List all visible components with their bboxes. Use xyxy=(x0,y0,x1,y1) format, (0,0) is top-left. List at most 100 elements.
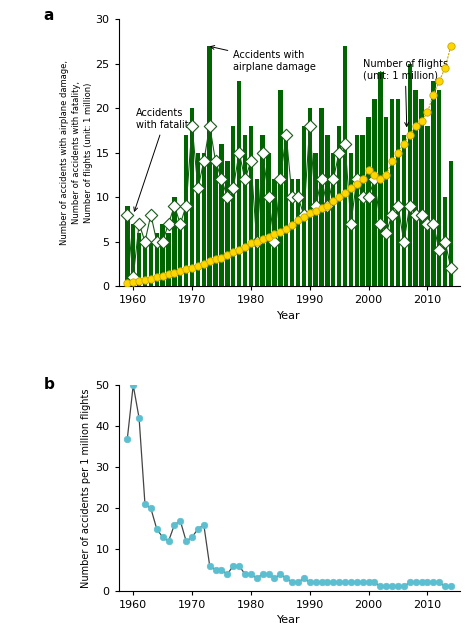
Point xyxy=(365,192,373,202)
Bar xyxy=(260,135,265,286)
Point xyxy=(194,524,202,534)
Point xyxy=(159,532,166,542)
Point xyxy=(141,275,149,285)
Point xyxy=(259,147,266,157)
Point xyxy=(171,201,178,211)
Point xyxy=(318,203,325,213)
Point xyxy=(383,582,390,592)
Point xyxy=(283,573,290,584)
Point xyxy=(388,156,396,166)
Point xyxy=(306,577,313,587)
Point xyxy=(229,247,237,257)
Point xyxy=(135,413,143,423)
Point xyxy=(365,165,373,175)
Point xyxy=(447,263,455,273)
Bar xyxy=(149,241,153,286)
Point xyxy=(212,565,219,575)
Point xyxy=(200,156,208,166)
Bar xyxy=(178,224,182,286)
Point xyxy=(347,218,355,229)
Text: b: b xyxy=(44,377,55,392)
Point xyxy=(165,269,173,279)
Point xyxy=(224,569,231,579)
Point xyxy=(259,569,266,579)
Point xyxy=(194,183,202,193)
Point xyxy=(188,532,196,542)
Point xyxy=(365,577,373,587)
Point xyxy=(176,516,184,526)
Point xyxy=(224,250,231,260)
Point xyxy=(300,573,308,584)
Bar xyxy=(401,135,406,286)
Point xyxy=(141,236,149,246)
Point xyxy=(429,577,437,587)
Bar xyxy=(237,81,241,286)
Bar xyxy=(155,232,159,286)
Bar xyxy=(125,206,129,286)
Point xyxy=(312,201,319,211)
Bar xyxy=(313,152,318,286)
Bar xyxy=(190,108,194,286)
Point xyxy=(153,524,161,534)
Point xyxy=(394,201,402,211)
Point xyxy=(235,244,243,255)
Point xyxy=(294,215,302,225)
Bar xyxy=(331,152,336,286)
Point xyxy=(135,276,143,286)
Point xyxy=(329,577,337,587)
Point xyxy=(276,227,284,237)
Point xyxy=(336,577,343,587)
Point xyxy=(271,236,278,246)
Bar xyxy=(366,117,371,286)
Point xyxy=(153,236,161,246)
Point xyxy=(353,174,361,184)
Point xyxy=(324,201,331,211)
Point xyxy=(176,266,184,276)
Bar xyxy=(349,152,353,286)
Point xyxy=(424,218,431,229)
Point xyxy=(312,206,319,217)
Bar xyxy=(249,126,253,286)
Point xyxy=(436,245,443,255)
Point xyxy=(229,561,237,571)
Bar xyxy=(384,117,388,286)
Point xyxy=(359,192,366,202)
Point xyxy=(394,147,402,157)
Point xyxy=(306,208,313,218)
Bar xyxy=(166,232,171,286)
Bar xyxy=(137,232,141,286)
Bar xyxy=(343,46,347,286)
Bar xyxy=(213,161,218,286)
Point xyxy=(176,218,184,229)
Point xyxy=(383,227,390,237)
Text: Accidents
with fatality: Accidents with fatality xyxy=(134,108,194,211)
Point xyxy=(388,210,396,220)
Point xyxy=(265,192,273,202)
Point xyxy=(182,201,190,211)
Point xyxy=(306,121,313,131)
Point xyxy=(288,192,296,202)
Point xyxy=(265,232,273,242)
Point xyxy=(235,561,243,571)
Point xyxy=(412,121,419,131)
Point xyxy=(124,278,131,288)
X-axis label: Year: Year xyxy=(277,615,301,625)
Point xyxy=(341,138,349,149)
Point xyxy=(147,504,155,514)
Point xyxy=(347,183,355,193)
Point xyxy=(147,274,155,284)
Point xyxy=(412,577,419,587)
Point xyxy=(129,380,137,391)
Point xyxy=(294,577,302,587)
Point xyxy=(165,536,173,546)
Point xyxy=(418,577,425,587)
Point xyxy=(441,236,449,246)
Point xyxy=(312,577,319,587)
Point xyxy=(182,264,190,274)
Point xyxy=(336,147,343,157)
Point xyxy=(300,211,308,222)
Text: Accidents with
airplane damage: Accidents with airplane damage xyxy=(210,46,316,72)
Point xyxy=(241,569,249,579)
Point xyxy=(288,220,296,230)
Point xyxy=(429,90,437,100)
